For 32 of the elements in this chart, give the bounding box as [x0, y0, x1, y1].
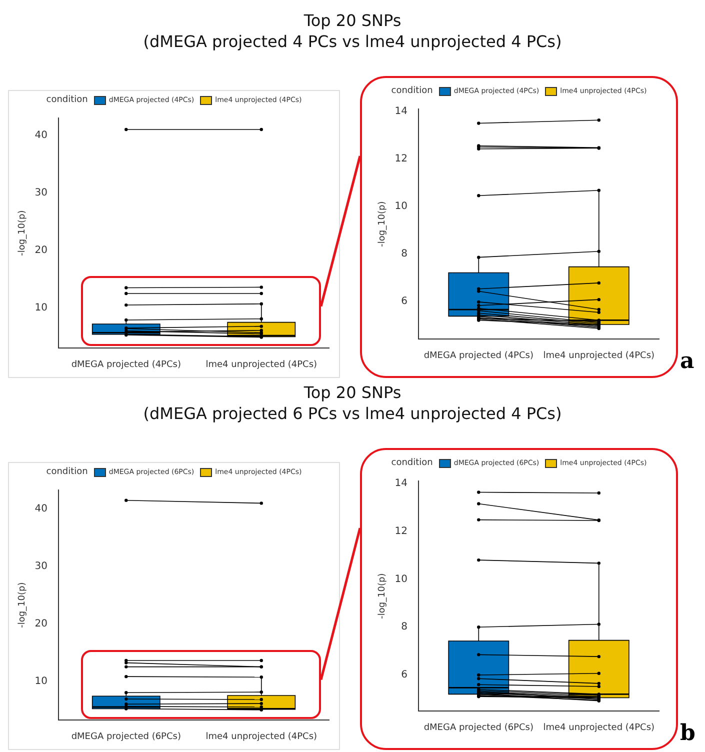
- text: a: [680, 348, 694, 374]
- y-tick-label: 10: [34, 676, 48, 687]
- chart-subtitle: (dMEGA projected 4 PCs vs lme4 unprojected 4 PCs): [142, 31, 563, 52]
- y-axis-title: -log_10(p): [18, 210, 28, 256]
- y-tick-label: 8: [401, 622, 408, 633]
- chart-title: Top 20 SNPs: [302, 382, 402, 403]
- chart-subtitle: (dMEGA projected 6 PCs vs lme4 unprojected 4 PCs): [142, 403, 563, 424]
- y-tick-label: 14: [394, 478, 408, 489]
- y-tick-label: 40: [34, 504, 48, 515]
- y-tick-label: 14: [394, 106, 408, 117]
- legend-title: condition: [46, 467, 88, 477]
- y-tick-label: 8: [401, 248, 408, 260]
- y-tick-label: 10: [394, 200, 408, 212]
- y-tick-label: 30: [34, 560, 48, 572]
- legend-title: condition: [391, 458, 433, 468]
- y-tick-label: 20: [34, 618, 48, 630]
- legend-title: condition: [46, 95, 88, 105]
- y-axis-title: -log_10(p): [378, 573, 388, 619]
- chart-title: Top 20 SNPs: [302, 10, 402, 31]
- y-tick-label: 6: [401, 296, 408, 307]
- text: b: [680, 720, 696, 746]
- y-tick-label: 40: [34, 130, 48, 141]
- legend-title: condition: [391, 86, 433, 96]
- y-tick-label: 10: [34, 302, 48, 314]
- y-axis-title: -log_10(p): [18, 582, 28, 628]
- y-tick-label: 10: [394, 574, 408, 585]
- y-tick-label: 12: [394, 153, 408, 164]
- y-tick-label: 20: [34, 244, 48, 256]
- y-tick-label: 30: [34, 187, 48, 198]
- y-tick-label: 12: [394, 526, 408, 537]
- y-axis-title: -log_10(p): [378, 201, 388, 247]
- y-tick-label: 6: [401, 670, 408, 681]
